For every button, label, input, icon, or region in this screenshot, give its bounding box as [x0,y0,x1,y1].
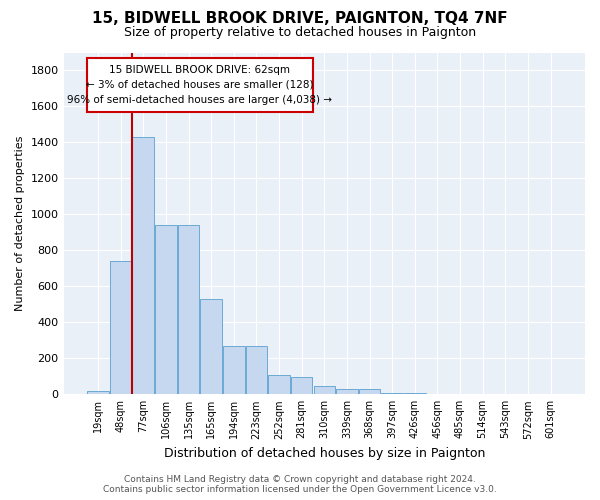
Bar [359,390,380,394]
Bar [223,346,245,395]
Bar [200,299,222,394]
Bar [382,392,403,394]
Bar [336,390,358,394]
Y-axis label: Number of detached properties: Number of detached properties [15,136,25,311]
Text: 15 BIDWELL BROOK DRIVE: 62sqm
← 3% of detached houses are smaller (128)
96% of s: 15 BIDWELL BROOK DRIVE: 62sqm ← 3% of de… [67,65,332,104]
Bar [404,392,425,394]
Bar [291,377,313,394]
Text: Contains HM Land Registry data © Crown copyright and database right 2024.
Contai: Contains HM Land Registry data © Crown c… [103,474,497,494]
Bar [133,137,154,394]
Bar [314,386,335,394]
X-axis label: Distribution of detached houses by size in Paignton: Distribution of detached houses by size … [164,447,485,460]
Bar [178,225,199,394]
Text: 15, BIDWELL BROOK DRIVE, PAIGNTON, TQ4 7NF: 15, BIDWELL BROOK DRIVE, PAIGNTON, TQ4 7… [92,11,508,26]
Bar [110,261,131,394]
Bar [268,376,290,394]
Bar [245,346,267,395]
FancyBboxPatch shape [86,58,313,112]
Bar [87,390,109,394]
Text: Size of property relative to detached houses in Paignton: Size of property relative to detached ho… [124,26,476,39]
Bar [155,225,176,394]
